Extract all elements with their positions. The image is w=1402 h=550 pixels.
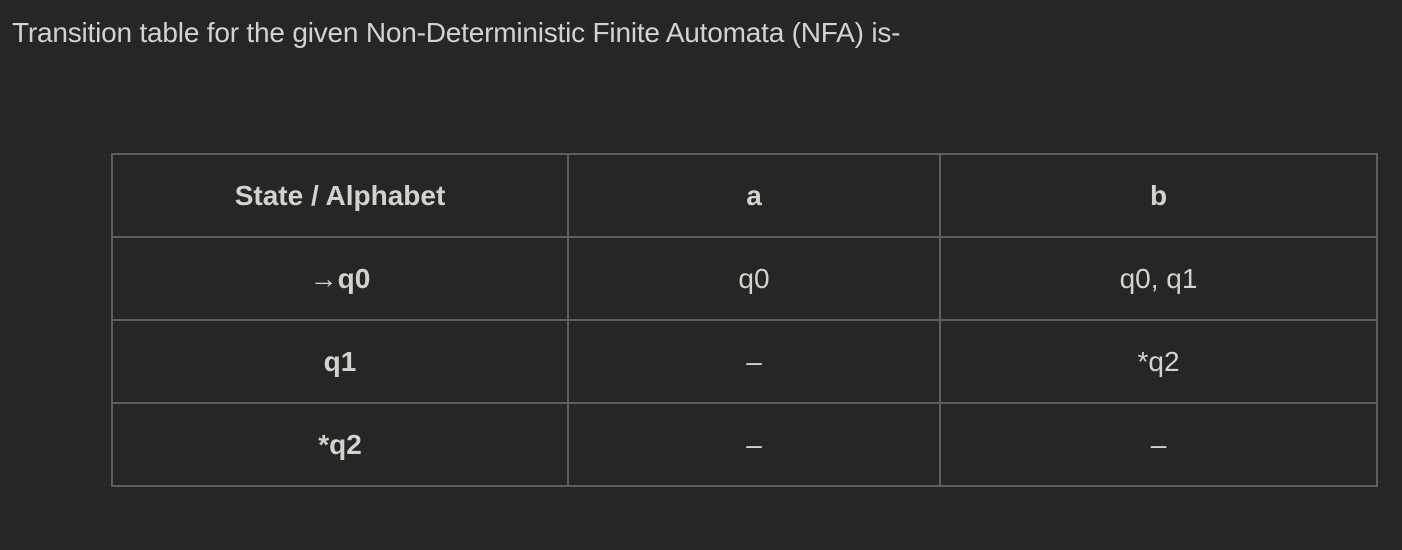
transition-cell-b: *q2 — [939, 319, 1378, 404]
state-cell: →q0 — [111, 236, 569, 321]
table-header: State / Alphabet a b — [111, 153, 1378, 238]
intro-text: Transition table for the given Non-Deter… — [12, 17, 901, 48]
table-body: →q0 q0 q0, q1 q1 – *q2 *q2 – – — [111, 236, 1378, 487]
transition-table: State / Alphabet a b →q0 q0 q0, q1 q1 – … — [111, 153, 1378, 487]
transition-cell-b: – — [939, 402, 1378, 487]
header-row: State / Alphabet a b — [111, 153, 1378, 238]
state-cell: q1 — [111, 319, 569, 404]
header-symbol-b: b — [939, 153, 1378, 238]
transition-cell-b: q0, q1 — [939, 236, 1378, 321]
table-row: →q0 q0 q0, q1 — [111, 236, 1378, 321]
transition-cell-a: – — [567, 402, 941, 487]
state-cell: *q2 — [111, 402, 569, 487]
table-row: *q2 – – — [111, 402, 1378, 487]
transition-cell-a: – — [567, 319, 941, 404]
table-row: q1 – *q2 — [111, 319, 1378, 404]
transition-cell-a: q0 — [567, 236, 941, 321]
header-symbol-a: a — [567, 153, 941, 238]
header-state-alphabet: State / Alphabet — [111, 153, 569, 238]
